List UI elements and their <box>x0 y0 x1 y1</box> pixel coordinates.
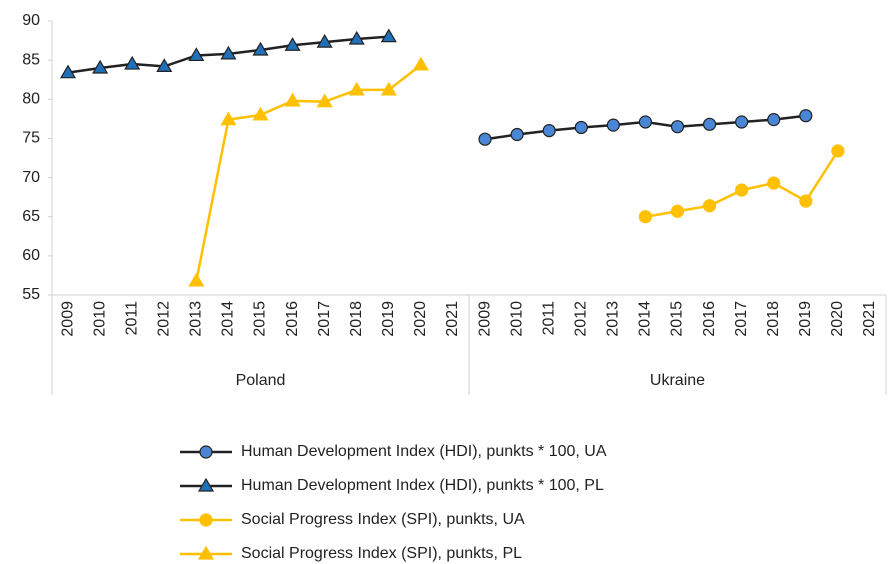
x-tick-label: 2016 <box>284 301 301 337</box>
x-tick-label: 2012 <box>155 301 172 337</box>
legend-label: Human Development Index (HDI), punkts * … <box>241 443 607 460</box>
y-tick-label: 90 <box>22 12 40 29</box>
legend-marker <box>197 477 215 492</box>
y-tick-label: 70 <box>22 169 40 186</box>
data-point <box>316 93 333 108</box>
x-tick-label: 2014 <box>220 301 237 337</box>
data-point <box>799 194 813 208</box>
y-tick-label: 75 <box>22 130 40 147</box>
data-point <box>831 144 845 158</box>
y-tick-label: 85 <box>22 51 40 68</box>
y-tick-label: 65 <box>22 208 40 225</box>
x-tick-label: 2019 <box>797 301 814 337</box>
data-point <box>767 176 781 190</box>
data-point <box>799 109 813 123</box>
legend-label: Social Progress Index (SPI), punkts, UA <box>241 511 525 528</box>
legend-label: Human Development Index (HDI), punkts * … <box>241 477 604 494</box>
legend-marker <box>197 545 215 560</box>
data-point <box>638 210 653 224</box>
x-tick-label: 2015 <box>669 301 686 337</box>
x-tick-label: 2021 <box>861 301 878 337</box>
data-point <box>670 120 685 134</box>
x-tick-label: 2020 <box>412 301 429 337</box>
data-point <box>478 132 492 146</box>
data-point <box>156 58 173 73</box>
x-tick-label: 2011 <box>123 301 140 336</box>
legend-marker <box>199 513 213 527</box>
x-tick-label: 2011 <box>540 301 557 336</box>
legend-label: Social Progress Index (SPI), punkts, PL <box>241 545 522 562</box>
data-point <box>380 81 397 96</box>
data-point <box>638 115 653 129</box>
data-point <box>188 272 205 287</box>
data-point <box>412 56 429 71</box>
data-point <box>670 204 685 218</box>
data-point <box>188 47 205 62</box>
data-point <box>574 120 588 135</box>
data-point <box>284 37 301 51</box>
data-point <box>542 124 556 138</box>
data-point <box>348 81 365 96</box>
data-point <box>316 33 333 48</box>
legend-marker <box>199 445 213 459</box>
x-tick-label: 2009 <box>476 301 493 337</box>
x-tick-label: 2017 <box>733 301 750 337</box>
group-label: Poland <box>236 372 286 389</box>
data-point <box>735 183 749 197</box>
y-tick-label: 80 <box>22 91 40 108</box>
x-tick-label: 2018 <box>765 301 782 337</box>
data-point <box>92 59 109 74</box>
x-tick-label: 2010 <box>508 301 525 337</box>
x-tick-label: 2015 <box>252 301 269 337</box>
data-point <box>348 30 365 45</box>
x-tick-label: 2020 <box>829 301 846 337</box>
x-tick-label: 2016 <box>701 301 718 337</box>
data-point <box>702 117 717 131</box>
x-tick-label: 2018 <box>348 301 365 337</box>
data-point <box>220 111 237 126</box>
data-point <box>735 115 749 129</box>
x-tick-label: 2013 <box>605 301 622 337</box>
y-tick-label: 55 <box>22 286 40 303</box>
data-point <box>220 45 237 60</box>
data-point <box>510 127 524 142</box>
y-tick-label: 60 <box>22 247 40 264</box>
data-point <box>252 106 269 121</box>
data-point <box>252 41 269 56</box>
group-label: Ukraine <box>650 372 705 389</box>
data-point <box>380 28 397 43</box>
x-tick-label: 2009 <box>59 301 76 337</box>
data-point <box>59 64 77 79</box>
data-point <box>767 113 781 127</box>
data-point <box>284 92 301 107</box>
x-tick-label: 2017 <box>316 301 333 337</box>
x-tick-label: 2014 <box>637 301 654 337</box>
data-point <box>702 199 717 213</box>
x-tick-label: 2013 <box>188 301 205 337</box>
data-point <box>606 118 620 132</box>
x-tick-label: 2012 <box>572 301 589 337</box>
series-line <box>195 63 422 282</box>
data-point <box>124 55 141 70</box>
x-tick-label: 2021 <box>444 301 461 337</box>
x-tick-label: 2010 <box>91 301 108 337</box>
x-tick-label: 2019 <box>380 301 397 337</box>
